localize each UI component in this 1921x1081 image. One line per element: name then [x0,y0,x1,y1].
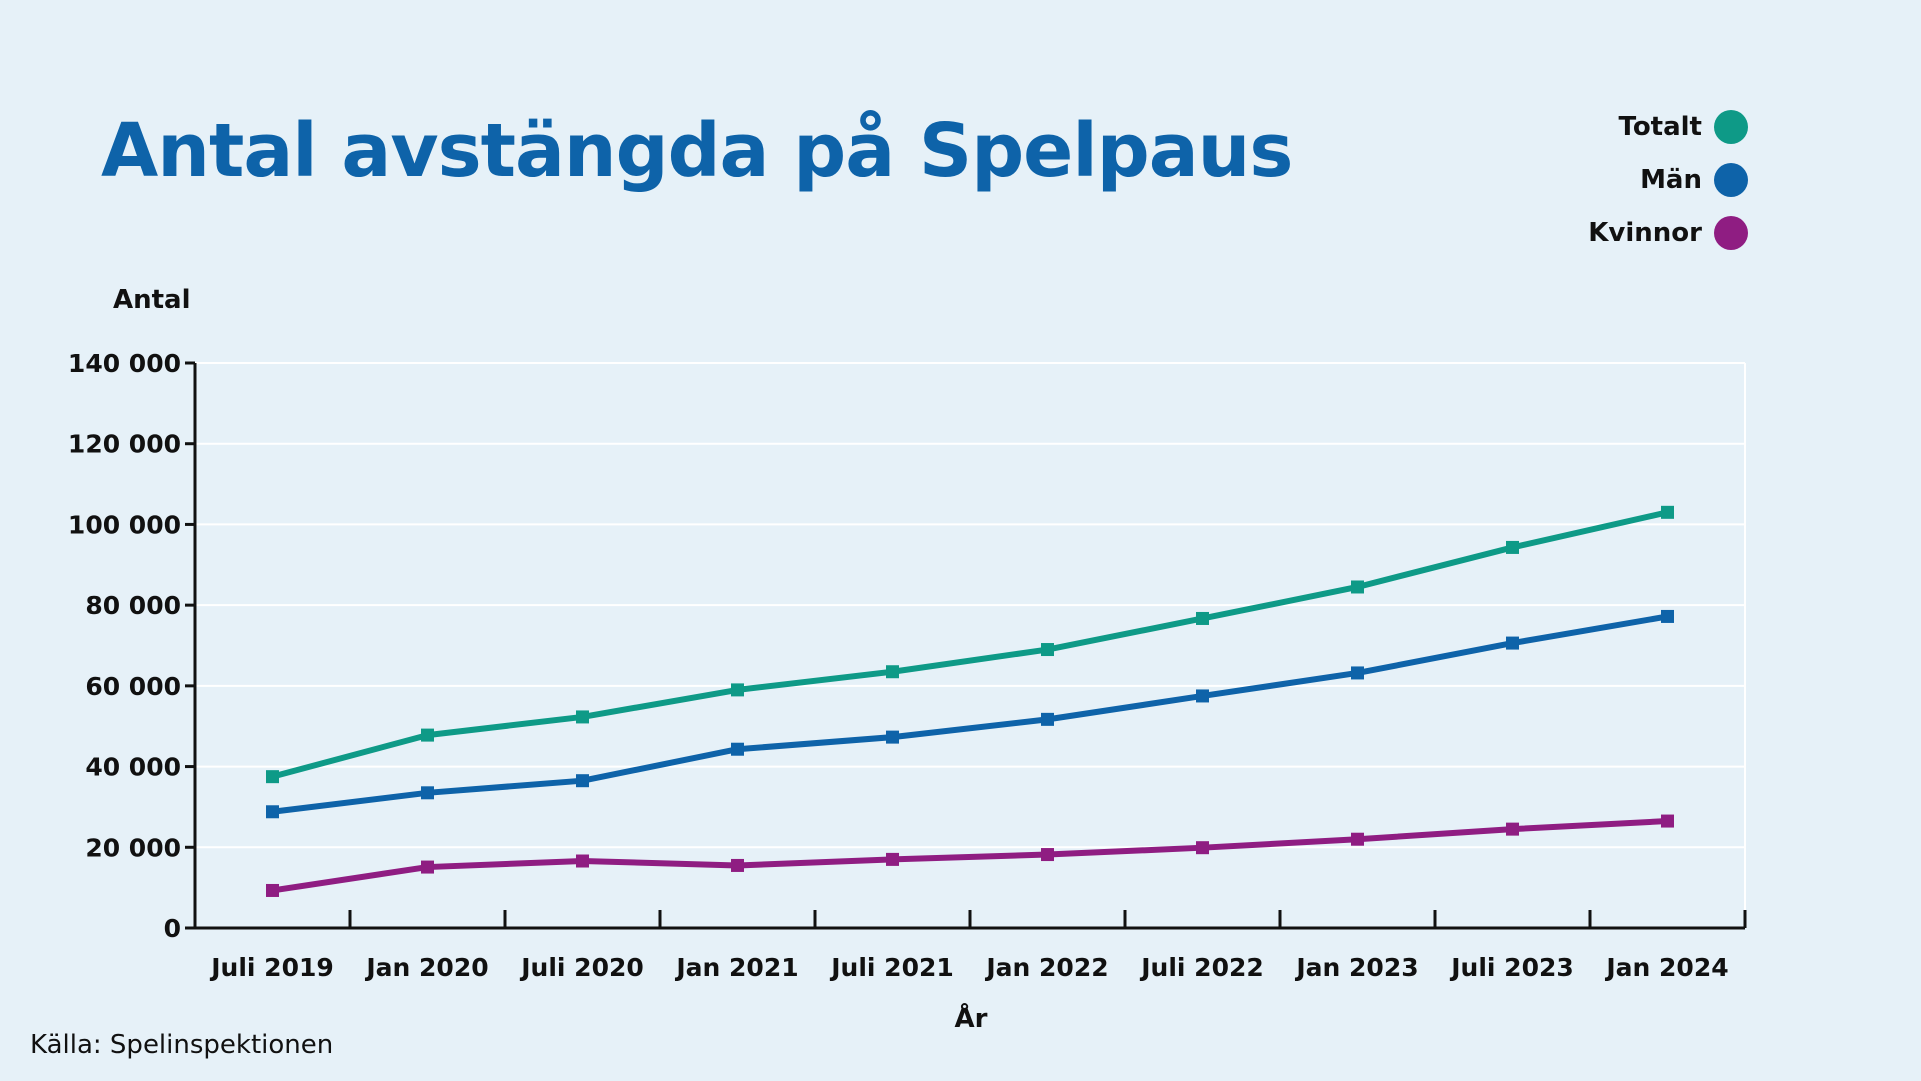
data-point-1-1 [421,786,434,800]
data-point-2-5 [1041,848,1054,862]
x-tick-label-4: Juli 2021 [829,953,954,982]
x-tick-label-9: Jan 2024 [1604,953,1728,982]
series-2 [266,814,1674,897]
legend-label-kvinnor: Kvinnor [1588,218,1702,248]
series-line-1 [269,613,1671,815]
data-point-0-7 [1351,580,1364,594]
series-line-0 [269,509,1671,780]
source-note: Källa: Spelinspektionen [30,1030,334,1060]
data-point-1-4 [886,730,899,744]
y-tick-label-2: 40 000 [85,753,181,782]
data-point-0-8 [1506,540,1519,554]
data-point-0-5 [1041,643,1054,657]
legend: Totalt Män Kvinnor [1588,110,1748,269]
data-point-0-1 [421,728,434,742]
data-point-0-4 [886,665,899,679]
y-tick-label-7: 140 000 [68,349,181,378]
legend-swatch-man [1714,163,1748,197]
data-point-2-8 [1506,822,1519,836]
x-tick-label-1: Jan 2020 [364,953,488,982]
data-point-2-3 [731,858,744,872]
data-point-1-0 [266,805,279,819]
chart-title: Antal avstängda på Spelpaus [101,108,1293,194]
legend-item-kvinnor: Kvinnor [1588,216,1748,250]
x-tick-label-6: Juli 2022 [1139,953,1264,982]
legend-item-totalt: Totalt [1588,110,1748,144]
data-point-0-0 [266,770,279,784]
x-axis-label: År [955,1002,988,1034]
y-axis-label: Antal [113,285,191,315]
data-point-1-2 [576,774,589,788]
data-point-2-0 [266,883,279,897]
series-1 [266,609,1674,819]
y-tick-label-6: 120 000 [68,430,181,459]
data-point-2-7 [1351,832,1364,846]
data-point-2-2 [576,854,589,868]
series-line-2 [269,818,1671,894]
data-point-1-9 [1661,609,1674,623]
legend-swatch-totalt [1714,110,1748,144]
data-point-0-6 [1196,611,1209,625]
y-tick-label-3: 60 000 [85,672,181,701]
x-tick-label-8: Juli 2023 [1449,953,1574,982]
data-point-1-7 [1351,666,1364,680]
gridlines [195,362,1746,928]
legend-label-totalt: Totalt [1618,112,1702,142]
data-point-0-3 [731,683,744,697]
y-tick-label-0: 0 [164,914,181,943]
y-tick-label-5: 100 000 [68,510,181,539]
data-point-1-8 [1506,636,1519,650]
data-point-2-9 [1661,814,1674,828]
y-tick-label-4: 80 000 [85,591,181,620]
data-point-1-3 [731,742,744,756]
legend-item-man: Män [1588,163,1748,197]
data-point-1-5 [1041,712,1054,726]
legend-label-man: Män [1640,165,1702,195]
series-lines [266,505,1674,897]
x-tick-label-7: Jan 2023 [1294,953,1418,982]
data-point-1-6 [1196,689,1209,703]
y-tick-label-1: 20 000 [85,833,181,862]
x-tick-label-3: Jan 2021 [674,953,798,982]
data-point-2-6 [1196,841,1209,855]
data-point-0-9 [1661,505,1674,519]
axes: 0 20 000 40 000 60 000 80 000 100 000 120 000 1… [68,349,1747,982]
x-tick-label-2: Juli 2020 [519,953,644,982]
series-0 [266,505,1674,784]
legend-swatch-kvinnor [1714,216,1748,250]
data-point-2-4 [886,852,899,866]
data-point-0-2 [576,710,589,724]
data-point-2-1 [421,860,434,874]
x-tick-label-5: Jan 2022 [984,953,1108,982]
x-tick-label-0: Juli 2019 [209,953,334,982]
